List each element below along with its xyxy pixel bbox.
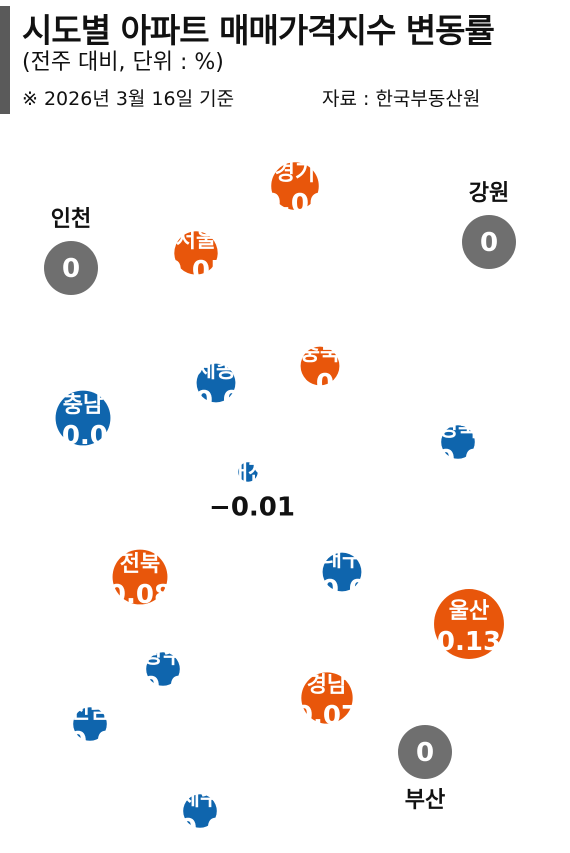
region-label-전남: 전남 xyxy=(70,699,110,724)
value-label-제주: −0.03 xyxy=(157,814,243,844)
region-label-경남: 경남 xyxy=(307,673,347,698)
region-label-울산: 울산 xyxy=(449,599,489,624)
chart-title: 시도별 아파트 매매가격지수 변동률 xyxy=(22,11,495,50)
title-accent-bar xyxy=(0,6,10,114)
region-label-충북: 충북 xyxy=(300,341,340,366)
value-label-대전: −0.01 xyxy=(209,493,295,523)
region-label-강원: 강원 xyxy=(469,181,509,206)
region-label-대전: 대전 xyxy=(228,461,268,486)
value-label-부산: 0 xyxy=(416,738,434,768)
value-label-세종: −0.04 xyxy=(173,386,259,416)
value-label-경북: −0.03 xyxy=(415,445,501,475)
value-label-전북: 0.08 xyxy=(108,580,172,610)
value-label-경남: 0.07 xyxy=(295,701,359,731)
value-label-전남: −0.03 xyxy=(47,727,133,757)
bubble-인천 xyxy=(44,241,98,295)
value-label-광주: −0.03 xyxy=(120,672,206,702)
chart-subtitle: (전주 대비, 단위 : %) xyxy=(22,50,224,75)
value-label-강원: 0 xyxy=(480,228,498,258)
bubble-광주 xyxy=(146,652,180,686)
region-label-서울: 서울 xyxy=(176,228,216,253)
value-label-충북: 0.04 xyxy=(288,369,352,399)
date-note: ※ 2026년 3월 16일 기준 xyxy=(22,88,235,110)
bubble-충북 xyxy=(300,346,340,386)
region-label-경기: 경기 xyxy=(275,161,315,186)
region-label-광주: 광주 xyxy=(143,644,183,669)
bubble-전남 xyxy=(73,707,107,741)
region-label-전북: 전북 xyxy=(120,552,160,577)
region-label-충남: 충남 xyxy=(63,393,103,418)
value-label-충남: −0.08 xyxy=(40,421,126,451)
bubble-제주 xyxy=(183,794,217,828)
bubble-대구 xyxy=(322,552,362,592)
region-label-부산: 부산 xyxy=(405,788,445,813)
bubble-충남 xyxy=(55,390,111,446)
bubble-대전 xyxy=(238,462,258,482)
region-label-세종: 세종 xyxy=(196,358,236,383)
value-label-인천: 0 xyxy=(62,254,80,284)
region-label-제주: 제주 xyxy=(180,786,220,811)
value-label-경기: 0.06 xyxy=(263,189,327,219)
bubble-경기 xyxy=(271,162,319,210)
value-label-대구: −0.04 xyxy=(299,575,385,605)
bubble-울산 xyxy=(434,589,504,659)
bubble-세종 xyxy=(196,363,236,403)
bubble-강원 xyxy=(462,215,516,269)
value-label-서울: 0.05 xyxy=(164,256,228,286)
value-label-울산: 0.13 xyxy=(437,627,501,657)
region-label-인천: 인천 xyxy=(51,207,91,232)
bubble-부산 xyxy=(398,725,452,779)
source-note: 자료 : 한국부동산원 xyxy=(322,88,481,110)
region-label-경북: 경북 xyxy=(438,417,478,442)
region-label-대구: 대구 xyxy=(322,547,362,572)
bubble-전북 xyxy=(112,549,168,605)
bubble-서울 xyxy=(174,231,218,275)
label-layer: 서울 0.05 경기 0.06 인천 0 강원 0 충남 −0.08 세종 −0.04 충북 0.04 경북… xyxy=(40,161,509,844)
bubble-경북 xyxy=(441,425,475,459)
bubble-경남 xyxy=(301,672,353,724)
bubble-layer xyxy=(44,162,516,828)
